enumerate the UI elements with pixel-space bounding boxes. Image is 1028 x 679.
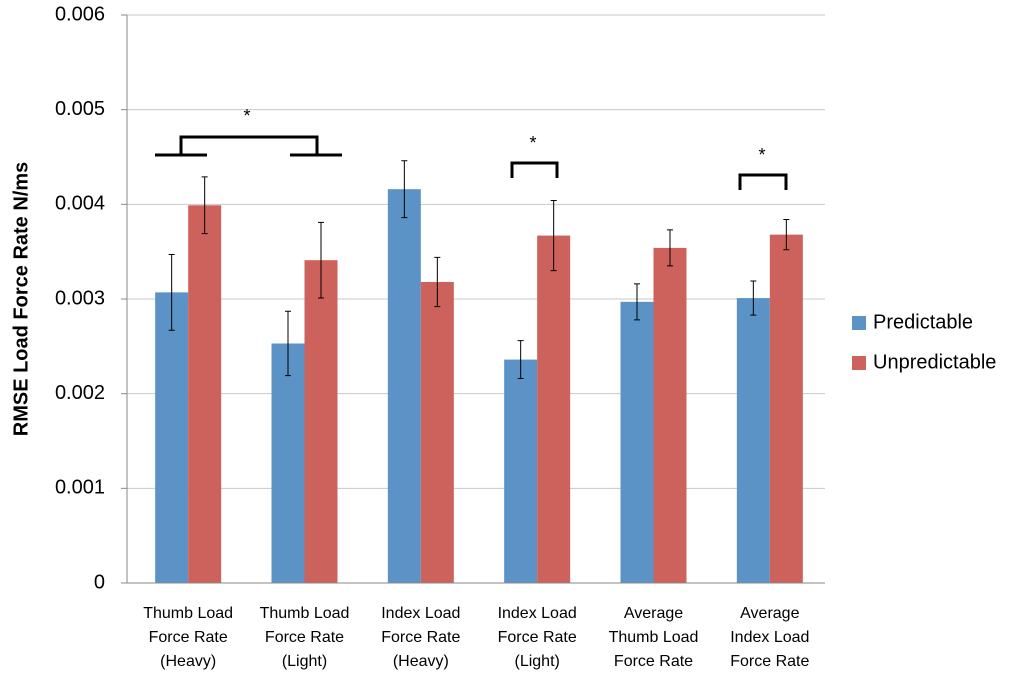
- error-bar: [285, 310, 291, 377]
- y-axis-label: RMSE Load Force Rate N/ms: [10, 162, 32, 437]
- annotation: *: [758, 145, 765, 165]
- x-tick-label: Force Rate: [614, 653, 693, 670]
- y-tick-label: 0.004: [55, 193, 105, 215]
- x-tick-label: Force Rate: [381, 629, 460, 646]
- bar: [620, 301, 654, 583]
- legend-swatch: [852, 316, 866, 330]
- x-tick-label: Average: [740, 605, 799, 622]
- error-bar: [318, 221, 324, 299]
- x-tick-label: (Light): [514, 653, 559, 670]
- x-tick-label: Force Rate: [149, 629, 228, 646]
- x-tick-label: (Heavy): [393, 653, 449, 670]
- annotation: *: [243, 106, 250, 126]
- x-tick-label: Thumb Load: [260, 605, 350, 622]
- y-tick-label: 0: [94, 571, 105, 593]
- y-tick-label: 0.001: [55, 477, 105, 499]
- bar: [420, 281, 454, 583]
- significance-bracket: [155, 135, 342, 157]
- x-tick-label: Index Load: [730, 629, 809, 646]
- x-tick-label: Force Rate: [265, 629, 344, 646]
- legend-swatch: [852, 356, 866, 370]
- legend-label: Unpredictable: [873, 351, 996, 373]
- x-tick-label: Average: [624, 605, 683, 622]
- x-tick-label: Index Load: [381, 605, 460, 622]
- y-tick-label: 0.002: [55, 382, 105, 404]
- x-tick-label: Thumb Load: [143, 605, 233, 622]
- bar: [304, 260, 338, 583]
- bar: [155, 292, 189, 583]
- x-tick-label: Index Load: [498, 605, 577, 622]
- x-tick-label: (Heavy): [160, 653, 216, 670]
- error-bar: [434, 256, 441, 308]
- error-bar: [750, 280, 757, 316]
- bar: [769, 234, 803, 584]
- y-tick-label: 0.005: [55, 98, 105, 120]
- x-tick-label: Force Rate: [730, 653, 809, 670]
- significance-bracket: [510, 161, 559, 178]
- error-bar: [201, 176, 208, 235]
- error-bar: [401, 160, 408, 219]
- error-bar: [550, 200, 557, 272]
- error-bar: [667, 229, 673, 267]
- y-tick-label: 0.006: [55, 3, 105, 25]
- error-bar: [634, 283, 640, 321]
- bar: [387, 189, 421, 584]
- error-bar: [783, 218, 790, 251]
- x-tick-label: Thumb Load: [609, 629, 699, 646]
- x-tick-label: (Light): [282, 653, 327, 670]
- annotation: *: [529, 133, 536, 153]
- significance-bracket: [738, 173, 788, 190]
- bar: [537, 235, 571, 583]
- x-tick-label: Force Rate: [498, 629, 577, 646]
- bar: [653, 247, 687, 583]
- bar: [736, 298, 770, 583]
- y-tick-label: 0.003: [55, 287, 105, 309]
- error-bar: [168, 254, 175, 331]
- legend-label: Predictable: [873, 311, 973, 333]
- bar: [271, 343, 305, 583]
- error-bar: [517, 340, 524, 380]
- bar: [504, 359, 538, 583]
- bar: [188, 205, 222, 583]
